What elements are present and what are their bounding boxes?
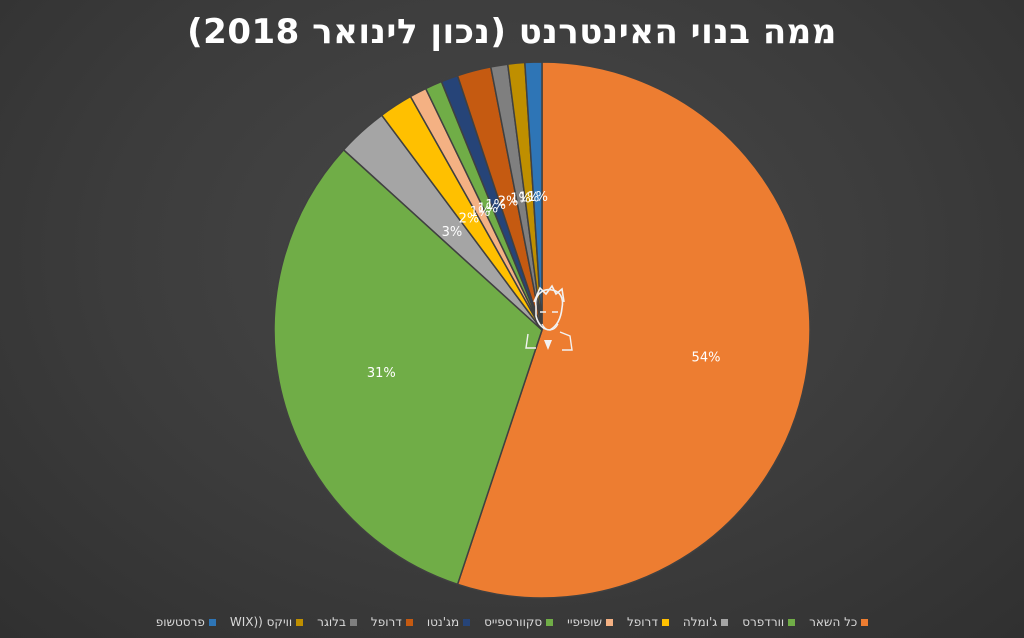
legend-item: סקוורספייס [484,615,554,629]
legend-label: פרסטשופ [155,615,205,629]
pie-slice-label: 54% [692,351,721,366]
legend-swatch [788,618,796,626]
pie-slice-label: 3% [442,225,463,240]
legend-label: דרופל [370,615,402,629]
pie-slices [273,61,811,599]
legend-swatch [405,618,413,626]
legend-item: דרופל [627,615,669,629]
legend-label: כל השאר [809,615,858,629]
legend-item: וורדפרס [742,615,796,629]
legend-item: שופיפיי [567,615,613,629]
legend-label: סקוורספייס [484,615,543,629]
pie-slice-label: 1% [470,205,491,220]
legend-swatch [861,618,869,626]
pie-slice-label: 2% [498,194,519,209]
pie-slice-label: 1% [485,198,506,213]
legend-swatch [463,618,471,626]
legend-item: וויקס ((WIX [229,615,304,629]
pie-slice [273,148,543,586]
pie-slice-label: 2% [459,212,480,227]
legend-swatch [296,618,304,626]
legend-item: מג'נטו [426,615,471,629]
legend-label: מג'נטו [426,615,460,629]
pie-slice [456,61,811,599]
legend-swatch [605,618,613,626]
legend-swatch [661,618,669,626]
legend-item: דרופל [371,615,413,629]
legend-label: בלוגר [317,615,346,629]
legend-item: ג'ומלה [682,615,729,629]
legend-label: וורדפרס [742,615,785,629]
pie-slice-label: 1% [519,191,540,206]
legend-item: פרסטשופ [156,615,216,629]
chart-legend: כל השאר וורדפרס ג'ומלה דרופל שופיפיי סקוורספי… [0,612,1024,632]
legend-swatch [721,618,729,626]
pie-slice-label: 1% [527,190,548,205]
pie-slice [524,61,543,331]
chart-title: ממה בנוי האינטרנט (נכון לינואר 2018) [187,12,837,52]
legend-label: ג'ומלה [682,615,718,629]
legend-swatch [546,618,554,626]
legend-swatch [349,618,357,626]
pie-slice-label: 1% [477,202,498,217]
person-avatar-icon [525,284,573,351]
legend-label: שופיפיי [567,615,602,629]
pie-slice-label: 1% [510,192,531,207]
legend-label: וויקס ((WIX [229,615,293,629]
pie-labels: 54%31%3%2%1%1%1%2%1%1%1% [367,190,721,381]
legend-label: דרופל [626,615,658,629]
pie-slice-label: 31% [367,366,396,381]
legend-item: בלוגר [317,615,357,629]
legend-item: כל השאר [809,615,869,629]
legend-swatch [208,618,216,626]
